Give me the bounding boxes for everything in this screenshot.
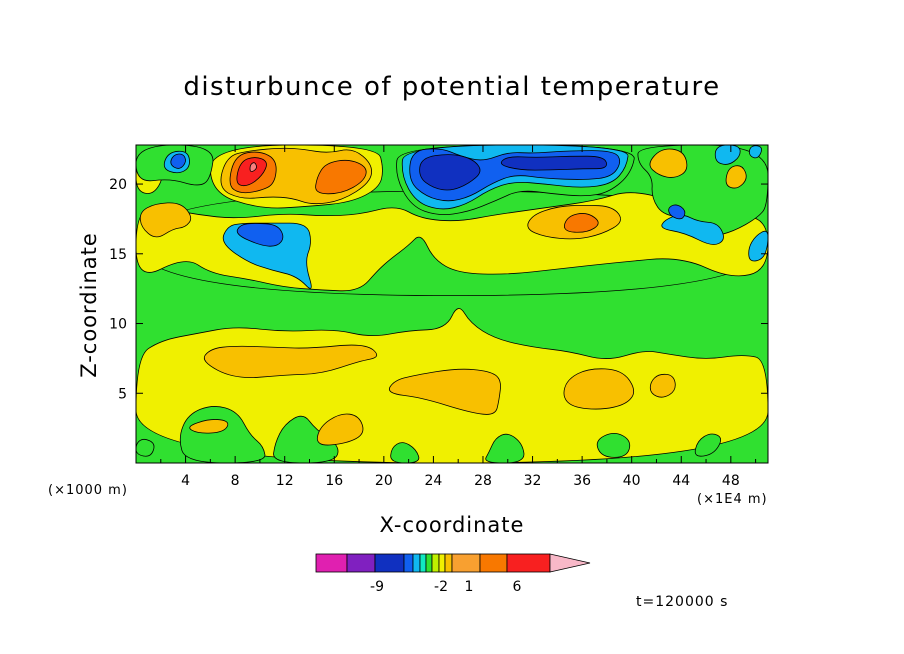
- x-unit-left: (×1000 m): [48, 483, 128, 498]
- time-label: t=120000 s: [636, 594, 729, 610]
- contour-region-orange: [389, 368, 501, 415]
- colorbar-segment: [374, 553, 405, 573]
- colorbar-segment: [444, 553, 453, 573]
- colorbar-tick-label: -2: [434, 579, 448, 595]
- contour-region-orange: [649, 373, 676, 398]
- contour-region-cyan: [661, 214, 724, 245]
- x-tick-label: 44: [672, 473, 690, 489]
- colorbar-tick-label: 1: [465, 579, 474, 595]
- contour-region-green: [694, 433, 721, 457]
- x-axis-label: X-coordinate: [379, 513, 525, 537]
- colorbar-segment: [346, 553, 376, 573]
- y-tick-label: 15: [109, 247, 127, 263]
- contour-region-green: [485, 433, 525, 463]
- y-tick-label: 20: [109, 177, 127, 193]
- plot-frame: [135, 144, 769, 464]
- colorbar-segment: [419, 553, 427, 573]
- contour-region-green: [596, 432, 631, 458]
- y-tick-label: 10: [109, 317, 127, 333]
- contour-region-orangered: [315, 159, 367, 195]
- contour-region-green: [179, 406, 266, 463]
- contour-region-cyan: [222, 222, 312, 289]
- x-tick-label: 12: [276, 473, 294, 489]
- contour-region-cyan: [749, 145, 762, 159]
- chart-title: disturbunce of potential temperature: [183, 72, 721, 102]
- x-tick-label: 20: [375, 473, 393, 489]
- colorbar-segment: [451, 553, 481, 573]
- contour-region-green: [136, 438, 155, 457]
- colorbar: -9 -2 1 6: [315, 553, 591, 595]
- colorbar-arrow: [549, 553, 591, 573]
- colorbar-segment: [315, 553, 348, 573]
- y-tick-label: 5: [118, 386, 127, 402]
- colorbar-tick-label: -9: [370, 579, 384, 595]
- contour-region-orange: [316, 413, 364, 446]
- colorbar-segment: [438, 553, 446, 573]
- contour-region-blue: [668, 204, 686, 220]
- colorbar-segment: [506, 553, 551, 573]
- contour-region-blue: [236, 223, 284, 247]
- contour-region-navy: [500, 155, 607, 171]
- colorbar-segment: [431, 553, 440, 573]
- x-unit-right: (×1E4 m): [697, 492, 768, 507]
- contour-region-blue: [170, 153, 186, 169]
- contour-region-orange: [203, 344, 378, 378]
- contour-region-orange: [649, 148, 688, 178]
- contour-region-pink: [249, 162, 257, 172]
- plot-area: [135, 144, 769, 464]
- x-tick-label: 24: [424, 473, 442, 489]
- contour-region-orange: [563, 368, 635, 410]
- contour-region-navy: [419, 154, 481, 191]
- colorbar-segment: [412, 553, 421, 573]
- contour-region-green: [273, 415, 339, 463]
- contour-region-orangered: [564, 213, 599, 233]
- colorbar-segment: [403, 553, 414, 573]
- x-tick-label: 36: [573, 473, 591, 489]
- x-tick-label: 32: [524, 473, 542, 489]
- x-tick-label: 4: [181, 473, 190, 489]
- contour-region-orange: [725, 165, 747, 189]
- x-tick-label: 28: [474, 473, 492, 489]
- contour-region-orange: [189, 419, 229, 434]
- x-tick-label: 8: [231, 473, 240, 489]
- colorbar-segment: [479, 553, 508, 573]
- colorbar-tick-label: 6: [513, 579, 522, 595]
- contour-region-green: [390, 442, 420, 463]
- x-tick-label: 40: [623, 473, 641, 489]
- x-tick-label: 16: [325, 473, 343, 489]
- contour-region-cyan: [714, 145, 741, 165]
- colorbar-segment: [425, 553, 433, 573]
- contour-region-orange: [139, 202, 192, 238]
- y-axis-label: Z-coordinate: [77, 232, 101, 378]
- x-tick-label: 48: [722, 473, 740, 489]
